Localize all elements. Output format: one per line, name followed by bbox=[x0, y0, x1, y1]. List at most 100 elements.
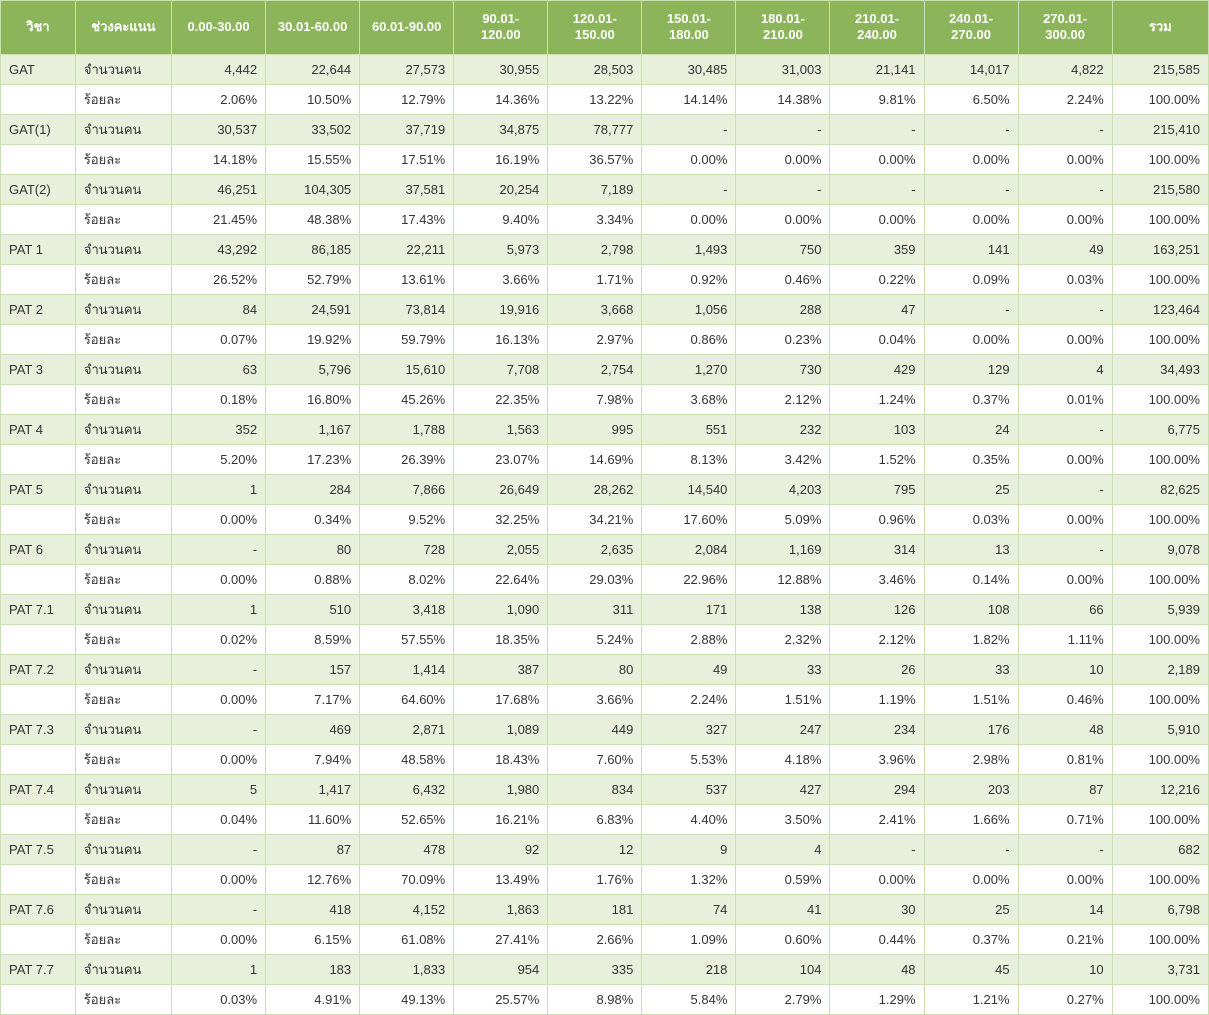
subject-cell: PAT 7.1 bbox=[1, 594, 76, 624]
rowlabel-cell: ร้อยละ bbox=[75, 144, 171, 174]
value-cell: 22.64% bbox=[454, 564, 548, 594]
value-cell: 70.09% bbox=[360, 864, 454, 894]
value-cell: 2.97% bbox=[548, 324, 642, 354]
value-cell: 66 bbox=[1018, 594, 1112, 624]
subject-cell: PAT 7.4 bbox=[1, 774, 76, 804]
value-cell: 2.06% bbox=[172, 84, 266, 114]
value-cell: 995 bbox=[548, 414, 642, 444]
value-cell: - bbox=[924, 174, 1018, 204]
value-cell: 9,078 bbox=[1112, 534, 1208, 564]
value-cell: 100.00% bbox=[1112, 624, 1208, 654]
rowlabel-cell: จำนวนคน bbox=[75, 894, 171, 924]
value-cell: 1 bbox=[172, 594, 266, 624]
rowlabel-cell: จำนวนคน bbox=[75, 954, 171, 984]
value-cell: 0.60% bbox=[736, 924, 830, 954]
score-distribution-table: วิชาช่วงคะแนน0.00-30.0030.01-60.0060.01-… bbox=[0, 0, 1209, 1015]
value-cell: 28,503 bbox=[548, 54, 642, 84]
value-cell: 1.32% bbox=[642, 864, 736, 894]
rowlabel-cell: จำนวนคน bbox=[75, 834, 171, 864]
value-cell: - bbox=[642, 114, 736, 144]
table-row: PAT 6จำนวนคน-807282,0552,6352,0841,16931… bbox=[1, 534, 1209, 564]
rowlabel-cell: ร้อยละ bbox=[75, 504, 171, 534]
value-cell: 19.92% bbox=[266, 324, 360, 354]
value-cell: 2,084 bbox=[642, 534, 736, 564]
value-cell: 16.80% bbox=[266, 384, 360, 414]
table-row: PAT 7.4จำนวนคน51,4176,4321,9808345374272… bbox=[1, 774, 1209, 804]
value-cell: 104,305 bbox=[266, 174, 360, 204]
col-header-1: ช่วงคะแนน bbox=[75, 1, 171, 55]
value-cell: 59.79% bbox=[360, 324, 454, 354]
value-cell: 6,775 bbox=[1112, 414, 1208, 444]
value-cell: 5.84% bbox=[642, 984, 736, 1014]
value-cell: 2.12% bbox=[736, 384, 830, 414]
value-cell: 1,788 bbox=[360, 414, 454, 444]
value-cell: 1.66% bbox=[924, 804, 1018, 834]
table-row: PAT 7.5จำนวนคน-87478921294---682 bbox=[1, 834, 1209, 864]
value-cell: 1,833 bbox=[360, 954, 454, 984]
col-header-10: 240.01-270.00 bbox=[924, 1, 1018, 55]
value-cell: 15.55% bbox=[266, 144, 360, 174]
subject-cell bbox=[1, 324, 76, 354]
value-cell: 27,573 bbox=[360, 54, 454, 84]
table-row: ร้อยละ0.00%0.34%9.52%32.25%34.21%17.60%5… bbox=[1, 504, 1209, 534]
value-cell: 1.51% bbox=[924, 684, 1018, 714]
value-cell: 0.03% bbox=[1018, 264, 1112, 294]
subject-cell: PAT 2 bbox=[1, 294, 76, 324]
col-header-3: 30.01-60.00 bbox=[266, 1, 360, 55]
rowlabel-cell: จำนวนคน bbox=[75, 114, 171, 144]
value-cell: 284 bbox=[266, 474, 360, 504]
col-header-0: วิชา bbox=[1, 1, 76, 55]
value-cell: 13 bbox=[924, 534, 1018, 564]
value-cell: 49 bbox=[1018, 234, 1112, 264]
value-cell: 1 bbox=[172, 474, 266, 504]
value-cell: 16.19% bbox=[454, 144, 548, 174]
value-cell: 1,090 bbox=[454, 594, 548, 624]
value-cell: 26.52% bbox=[172, 264, 266, 294]
subject-cell bbox=[1, 804, 76, 834]
value-cell: 100.00% bbox=[1112, 924, 1208, 954]
value-cell: 215,585 bbox=[1112, 54, 1208, 84]
value-cell: 33,502 bbox=[266, 114, 360, 144]
value-cell: 30,955 bbox=[454, 54, 548, 84]
value-cell: 0.03% bbox=[924, 504, 1018, 534]
value-cell: 0.00% bbox=[1018, 144, 1112, 174]
value-cell: 3.46% bbox=[830, 564, 924, 594]
value-cell: 1.09% bbox=[642, 924, 736, 954]
value-cell: 1.51% bbox=[736, 684, 830, 714]
subject-cell: PAT 7.2 bbox=[1, 654, 76, 684]
table-row: ร้อยละ5.20%17.23%26.39%23.07%14.69%8.13%… bbox=[1, 444, 1209, 474]
value-cell: 1 bbox=[172, 954, 266, 984]
value-cell: - bbox=[172, 714, 266, 744]
value-cell: 22.96% bbox=[642, 564, 736, 594]
rowlabel-cell: ร้อยละ bbox=[75, 804, 171, 834]
value-cell: 247 bbox=[736, 714, 830, 744]
value-cell: 0.00% bbox=[642, 144, 736, 174]
value-cell: 87 bbox=[1018, 774, 1112, 804]
value-cell: 8.02% bbox=[360, 564, 454, 594]
table-row: PAT 5จำนวนคน12847,86626,64928,26214,5404… bbox=[1, 474, 1209, 504]
value-cell: 2,754 bbox=[548, 354, 642, 384]
value-cell: 418 bbox=[266, 894, 360, 924]
value-cell: 0.35% bbox=[924, 444, 1018, 474]
value-cell: - bbox=[1018, 474, 1112, 504]
value-cell: - bbox=[736, 174, 830, 204]
subject-cell: PAT 7.3 bbox=[1, 714, 76, 744]
table-row: GAT(1)จำนวนคน30,53733,50237,71934,87578,… bbox=[1, 114, 1209, 144]
value-cell: 22,211 bbox=[360, 234, 454, 264]
value-cell: 48.58% bbox=[360, 744, 454, 774]
value-cell: 21,141 bbox=[830, 54, 924, 84]
rowlabel-cell: ร้อยละ bbox=[75, 684, 171, 714]
value-cell: 100.00% bbox=[1112, 144, 1208, 174]
value-cell: 4.18% bbox=[736, 744, 830, 774]
value-cell: 36.57% bbox=[548, 144, 642, 174]
value-cell: 10.50% bbox=[266, 84, 360, 114]
value-cell: 0.00% bbox=[1018, 864, 1112, 894]
value-cell: 6.83% bbox=[548, 804, 642, 834]
table-row: PAT 7.7จำนวนคน11831,83395433521810448451… bbox=[1, 954, 1209, 984]
value-cell: 3.66% bbox=[548, 684, 642, 714]
value-cell: 0.59% bbox=[736, 864, 830, 894]
value-cell: 834 bbox=[548, 774, 642, 804]
col-header-2: 0.00-30.00 bbox=[172, 1, 266, 55]
value-cell: 215,580 bbox=[1112, 174, 1208, 204]
value-cell: 104 bbox=[736, 954, 830, 984]
